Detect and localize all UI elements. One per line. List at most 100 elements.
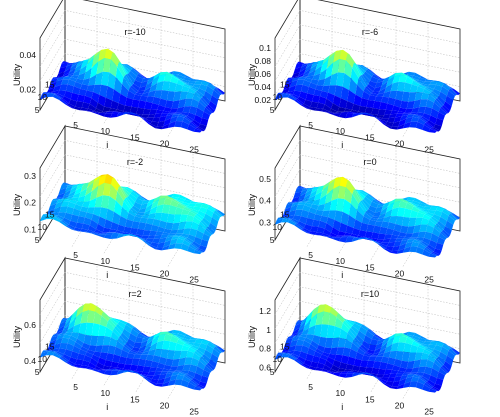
surface-patch — [184, 83, 193, 88]
surface-patch — [151, 335, 160, 346]
surface-patch — [216, 346, 225, 353]
surface-patch — [418, 210, 427, 215]
surface-patch — [383, 124, 392, 129]
surface-patch — [394, 198, 403, 203]
surface-patch — [397, 342, 406, 352]
surface-patch — [416, 86, 425, 93]
surface-patch — [361, 91, 370, 100]
surface-patch — [72, 192, 81, 198]
surface-patch — [123, 105, 132, 113]
surface-patch — [340, 86, 349, 101]
surface-patch — [338, 313, 347, 321]
surface-patch — [63, 318, 72, 331]
grid-line — [274, 140, 461, 183]
surface-patch — [355, 189, 364, 201]
surface-patch — [450, 213, 459, 220]
surface-patch — [339, 328, 348, 340]
surface-patch — [404, 116, 413, 124]
surface-patch — [62, 198, 71, 202]
surface-patch — [110, 234, 119, 239]
surface-patch — [52, 352, 61, 359]
surface-patch — [206, 362, 215, 371]
surface-patch — [123, 364, 132, 370]
surface-patch — [304, 77, 313, 83]
surface-patch — [186, 83, 195, 87]
surface-patch — [325, 62, 334, 79]
surface-patch — [120, 349, 129, 358]
surface-patch — [434, 210, 443, 217]
surface-patch — [71, 307, 80, 318]
surface-patch — [415, 121, 424, 130]
surface-patch — [189, 78, 198, 82]
surface-patch — [360, 190, 369, 195]
surface-patch — [189, 201, 198, 204]
surface-patch — [347, 90, 356, 104]
surface-patch — [432, 362, 441, 372]
surface-patch — [347, 53, 356, 64]
i-axis-label: i — [341, 402, 343, 412]
surface-patch — [384, 109, 393, 116]
surface-patch — [381, 356, 390, 364]
surface-patch — [441, 364, 450, 373]
surface-patch — [411, 376, 420, 382]
surface-patch — [55, 197, 64, 199]
surface-patch — [141, 337, 150, 343]
surface-patch — [359, 326, 368, 336]
surface-patch — [144, 339, 153, 350]
grid-line — [39, 286, 226, 329]
surface-patch — [92, 231, 101, 235]
surface-patch — [171, 358, 180, 367]
surface-patch — [390, 234, 399, 239]
surface-patch — [99, 84, 108, 98]
surface-patch — [124, 64, 133, 71]
grid-line — [274, 168, 461, 212]
surface-patch — [285, 203, 294, 210]
surface-patch — [114, 346, 123, 357]
surface-patch — [51, 348, 60, 352]
surface-patch — [317, 204, 326, 211]
surface-patch — [334, 176, 343, 180]
surface-patch — [376, 203, 385, 209]
surface-patch — [141, 235, 150, 239]
surface-patch — [185, 374, 194, 380]
surface-patch — [360, 200, 369, 211]
surface-patch — [133, 80, 142, 88]
surface-patch — [382, 373, 391, 378]
surface-patch — [168, 81, 177, 92]
surface-patch — [293, 201, 302, 204]
surface-patch — [152, 72, 161, 81]
surface-patch — [329, 72, 338, 86]
surface-patch — [59, 197, 68, 199]
surface-patch — [438, 367, 447, 376]
surface-patch — [137, 100, 146, 109]
surface-patch — [301, 198, 310, 202]
surface-patch — [302, 68, 311, 77]
surface-patch — [84, 368, 93, 370]
surface-patch — [433, 359, 442, 368]
surface-patch — [88, 103, 97, 111]
surface-patch — [154, 90, 163, 99]
surface-patch — [300, 209, 309, 218]
surface-patch — [433, 99, 442, 108]
surface-patch — [91, 52, 100, 68]
surface-patch — [210, 205, 219, 211]
surface-patch — [349, 77, 358, 95]
surface-patch — [312, 219, 321, 227]
surface-patch — [357, 78, 366, 92]
surface-patch — [102, 182, 111, 196]
surface-patch — [335, 111, 344, 113]
surface-patch — [73, 106, 82, 111]
surface-patch — [430, 252, 439, 256]
surface-patch — [137, 372, 146, 377]
surface-patch — [363, 87, 372, 95]
surface-patch — [435, 118, 444, 127]
surface-patch — [416, 212, 425, 218]
surface-patch — [150, 378, 159, 384]
surface-patch — [376, 78, 385, 84]
surface-patch — [422, 124, 431, 133]
surface-patch — [293, 76, 302, 79]
surface-patch — [369, 355, 378, 357]
surface-patch — [190, 98, 199, 108]
surface-patch — [380, 118, 389, 122]
